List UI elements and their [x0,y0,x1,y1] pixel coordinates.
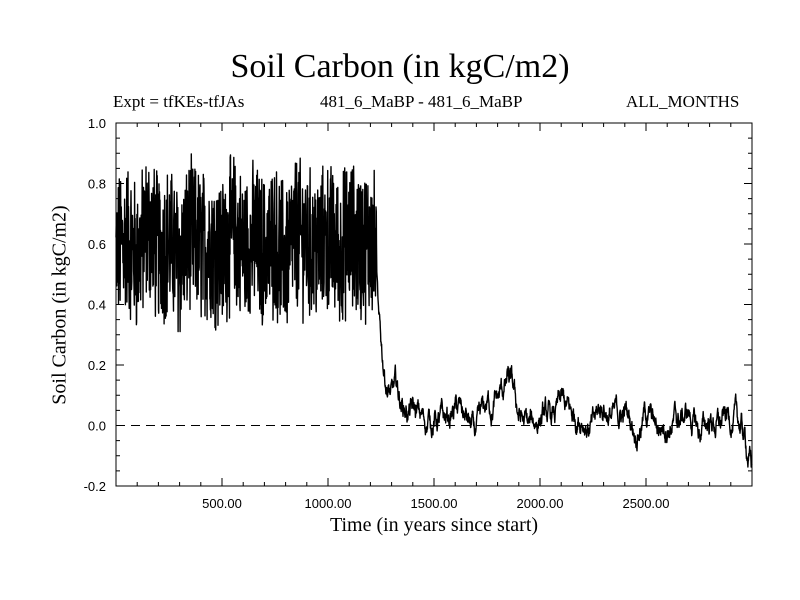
x-tick-label: 1000.00 [305,496,352,511]
y-tick-label: 0.0 [88,419,106,434]
y-tick-label: 0.6 [88,237,106,252]
y-tick-label: -0.2 [84,479,106,494]
period-label: 481_6_MaBP - 481_6_MaBP [320,92,523,111]
soil-carbon-series-line [115,153,753,468]
x-tick-label: 2000.00 [517,496,564,511]
y-tick-label: 0.4 [88,298,106,313]
months-label: ALL_MONTHS [626,92,740,111]
y-tick-label: 0.2 [88,358,106,373]
chart-title: Soil Carbon (in kgC/m2) [230,48,570,85]
x-axis-label: Time (in years since start) [329,514,539,536]
x-tick-label: 2500.00 [623,496,670,511]
y-tick-label: 1.0 [88,116,106,131]
y-tick-label: 0.8 [88,177,106,192]
x-tick-label: 500.00 [202,496,242,511]
x-tick-label: 1500.00 [411,496,458,511]
tick-labels: -0.2 0.0 0.2 0.4 0.6 0.8 1.0 500.00 1000.00 1500.… [84,116,670,511]
axis-ticks [115,122,753,487]
experiment-label: Expt = tfKEs-tfJAs [113,92,245,111]
